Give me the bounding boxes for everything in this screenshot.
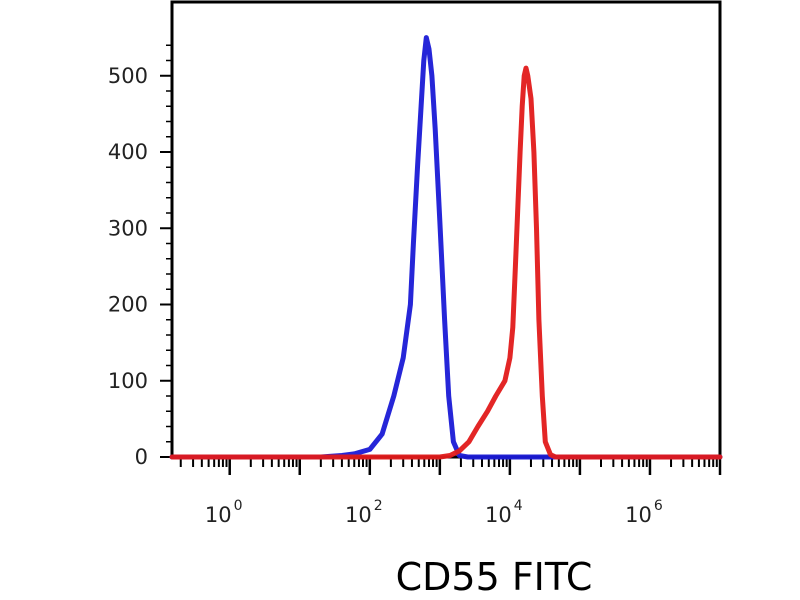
series-layer — [169, 35, 723, 460]
x-tick-exponent: 2 — [374, 498, 383, 514]
x-tick-exponent: 6 — [654, 498, 663, 514]
x-tick-label: 10 0 — [205, 498, 243, 527]
y-tick-label: 100 — [108, 369, 148, 393]
x-tick-label: 10 4 — [485, 498, 523, 527]
x-tick-label: 10 6 — [625, 498, 663, 527]
y-tick-label: 200 — [108, 293, 148, 317]
y-tick-label: 500 — [108, 64, 148, 88]
y-tick-labels: 0 100 200 300 400 500 — [108, 64, 148, 469]
x-tick-label: 10 2 — [345, 498, 383, 527]
x-axis-title: CD55 FITC — [396, 555, 593, 599]
x-tick-base: 10 — [485, 503, 512, 527]
x-tick-base: 10 — [345, 503, 372, 527]
x-tick-labels: 10 0 10 2 10 4 10 6 — [205, 498, 663, 527]
x-tick-base: 10 — [625, 503, 652, 527]
y-tick-label: 0 — [135, 445, 148, 469]
x-tick-exponent: 0 — [234, 498, 243, 514]
histogram-series-line — [169, 35, 723, 460]
y-tick-label: 300 — [108, 216, 148, 240]
x-tick-exponent: 4 — [514, 498, 523, 514]
histogram-series-line — [169, 65, 723, 460]
y-tick-label: 400 — [108, 140, 148, 164]
x-tick-base: 10 — [205, 503, 232, 527]
